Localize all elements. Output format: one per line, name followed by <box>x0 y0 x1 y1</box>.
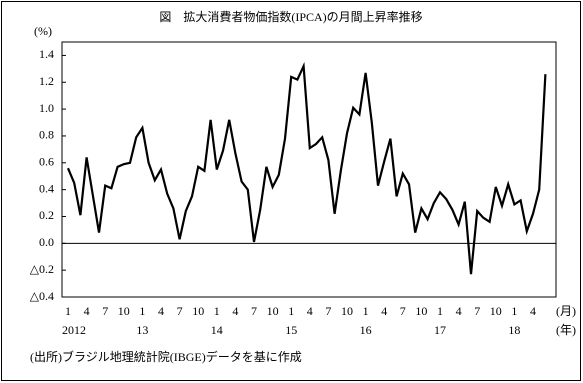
x-tick-label: 10 <box>490 304 502 318</box>
year-label: 17 <box>434 323 446 337</box>
x-tick-label: 7 <box>325 304 331 318</box>
x-unit: (月) <box>556 304 576 318</box>
x-tick-label: 7 <box>474 304 480 318</box>
series-line <box>66 61 547 275</box>
x-tick-label: 7 <box>177 304 183 318</box>
x-tick-label: 10 <box>118 304 130 318</box>
y-tick-label: 0.6 <box>39 155 54 169</box>
y-tick-label: 1.0 <box>39 101 54 115</box>
x-tick-label: 1 <box>288 304 294 318</box>
x-tick-label: 4 <box>158 304 164 318</box>
x-tick-label: 4 <box>84 304 90 318</box>
year-label: 13 <box>136 323 148 337</box>
x-tick-label: 10 <box>415 304 427 318</box>
y-tick-label: 0.8 <box>39 128 54 142</box>
x-tick-label: 10 <box>192 304 204 318</box>
x-tick-label: 1 <box>214 304 220 318</box>
x-tick-label: 7 <box>251 304 257 318</box>
x-tick-label: 1 <box>139 304 145 318</box>
x-tick-label: 4 <box>530 304 536 318</box>
plot-frame <box>61 41 557 298</box>
x-tick-label: 4 <box>232 304 238 318</box>
year-unit: (年) <box>556 323 576 337</box>
year-label: 18 <box>508 323 520 337</box>
y-tick-label: 1.4 <box>39 47 54 61</box>
y-unit: (%) <box>34 24 52 38</box>
x-tick-label: 7 <box>102 304 108 318</box>
y-tick-label: 1.2 <box>39 74 54 88</box>
x-tick-label: 10 <box>267 304 279 318</box>
y-tick-label: 0.4 <box>39 181 54 195</box>
year-label: 2012 <box>62 323 86 337</box>
x-tick-label: 1 <box>363 304 369 318</box>
x-tick-label: 4 <box>307 304 313 318</box>
x-tick-label: 4 <box>381 304 387 318</box>
year-label: 14 <box>211 323 223 337</box>
x-tick-label: 1 <box>437 304 443 318</box>
source-note: (出所)ブラジル地理統計院(IBGE)データを基に作成 <box>30 349 302 364</box>
year-label: 16 <box>360 323 372 337</box>
y-tick-label: 0.0 <box>39 235 54 249</box>
y-tick-label: 0.2 <box>39 208 54 222</box>
year-label: 15 <box>285 323 297 337</box>
x-tick-label: 4 <box>456 304 462 318</box>
x-tick-label: 7 <box>400 304 406 318</box>
chart-title: 図 拡大消費者物価指数(IPCA)の月間上昇率推移 <box>159 9 422 24</box>
x-tick-label: 1 <box>511 304 517 318</box>
y-tick-label: △0.2 <box>30 262 54 276</box>
x-tick-label: 1 <box>65 304 71 318</box>
y-tick-label: △0.4 <box>30 289 54 303</box>
x-tick-label: 10 <box>341 304 353 318</box>
